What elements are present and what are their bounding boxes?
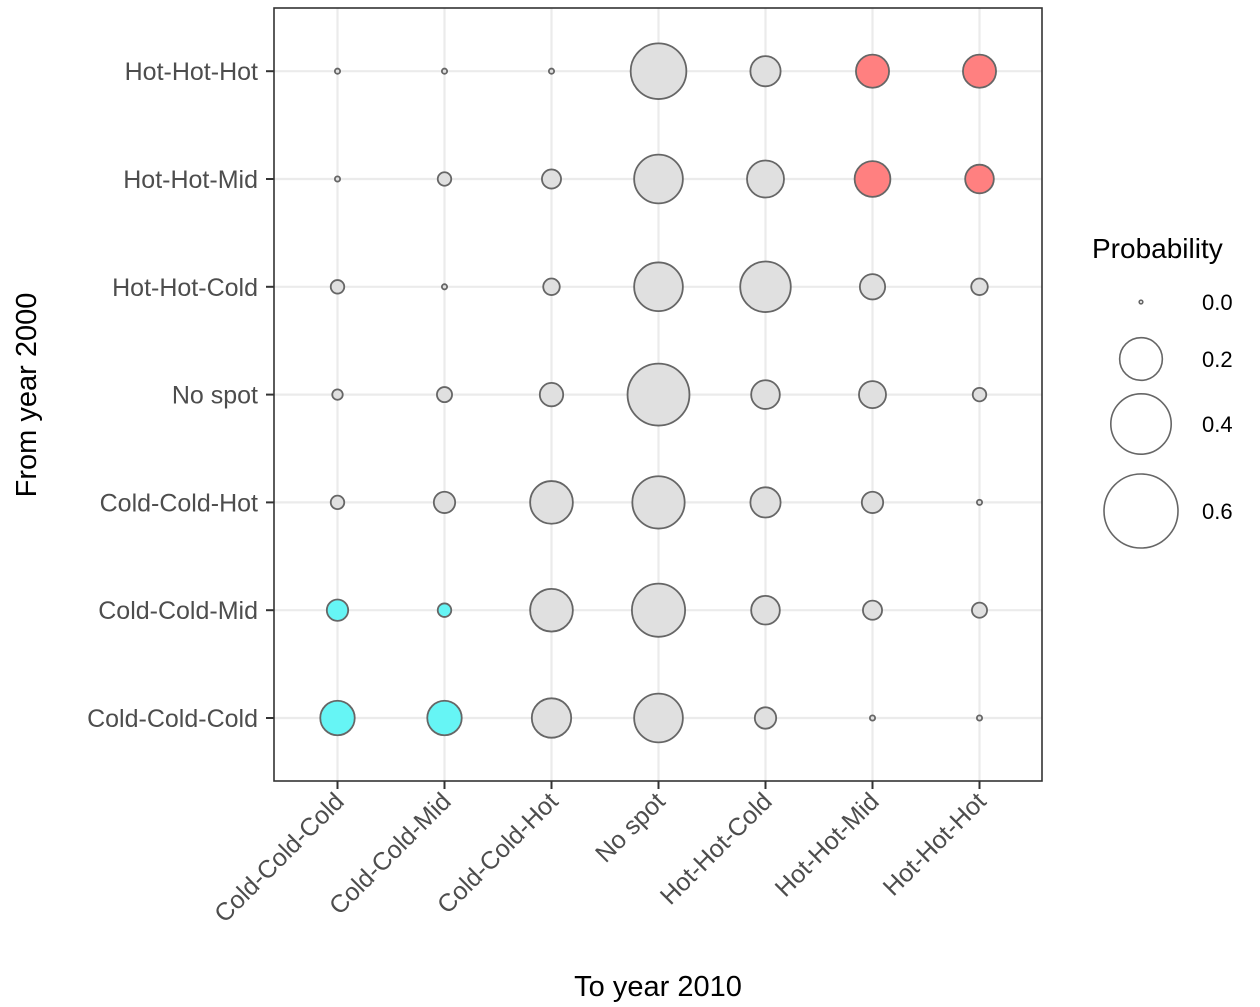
y-axis-title: From year 2000 [11,293,43,498]
bubble-hot-hot-mid-to-no-spot [633,153,684,205]
legend-key-circle-3 [1103,473,1179,549]
x-tick-label-hot-hot-mid: Hot-Hot-Mid [770,787,885,902]
bubble-no-spot-to-cold-cold-hot [538,381,565,408]
bubble-hot-hot-hot-to-no-spot [629,42,688,100]
bubble-hot-hot-mid-to-hot-hot-cold [746,159,785,199]
bubble-hot-hot-cold-to-hot-hot-mid [858,273,887,301]
bubble-cold-cold-cold-to-cold-cold-hot [530,697,573,739]
bubble-cold-cold-cold-to-hot-hot-cold [753,706,778,730]
bubble-hot-hot-hot-to-cold-cold-cold [333,67,342,75]
bubble-hot-hot-cold-to-cold-cold-hot [542,277,561,296]
bubble-no-spot-to-hot-hot-mid [858,380,887,410]
y-axis-tick-labels: Cold-Cold-Cold Cold-Cold-Mid Cold-Cold-Hot… [87,58,258,733]
bubble-hot-hot-hot-to-hot-hot-hot [962,53,997,89]
bubble-cold-cold-cold-to-no-spot [633,692,684,744]
x-tick-label-cold-cold-cold: Cold-Cold-Cold [209,787,350,928]
bubble-no-spot-to-no-spot [626,362,691,427]
legend-key-label-1: 0.2 [1202,347,1233,372]
bubble-no-spot-to-hot-hot-cold [750,379,781,410]
bubble-no-spot-to-hot-hot-hot [971,386,988,403]
legend-keys: 0.0 0.2 0.4 0.6 [1103,290,1233,549]
y-tick-label-cold-cold-hot: Cold-Cold-Hot [100,489,258,517]
bubble-cold-cold-hot-to-cold-cold-cold [329,494,346,511]
y-tick-label-hot-hot-mid: Hot-Hot-Mid [123,166,258,194]
bubble-cold-cold-mid-to-cold-cold-mid [436,602,453,618]
legend-key-circle-2 [1109,392,1173,456]
legend-title: Probability [1092,233,1223,264]
bubble-hot-hot-mid-to-hot-hot-mid [853,160,892,198]
bubble-hot-hot-hot-to-cold-cold-mid [440,67,449,75]
bubble-cold-cold-mid-to-hot-hot-mid [862,599,883,621]
bubble-cold-cold-hot-to-hot-hot-cold [749,486,782,519]
legend-key-label-2: 0.4 [1202,412,1233,437]
legend-key-circle-0 [1138,299,1144,305]
bubble-hot-hot-cold-to-cold-cold-cold [329,279,346,295]
y-tick-label-hot-hot-cold: Hot-Hot-Cold [112,274,258,302]
bubble-points [319,42,997,744]
bubble-hot-hot-cold-to-hot-hot-hot [970,277,989,296]
x-tick-label-hot-hot-hot: Hot-Hot-Hot [878,787,992,901]
legend-key-label-3: 0.6 [1202,499,1233,524]
bubble-hot-hot-hot-to-cold-cold-hot [547,67,556,75]
bubble-no-spot-to-cold-cold-mid [436,386,453,404]
bubble-hot-hot-mid-to-cold-cold-mid [436,171,453,187]
x-axis-tick-labels: Cold-Cold-ColdCold-Cold-MidCold-Cold-Hot… [209,787,992,928]
legend-key-label-0: 0.0 [1202,290,1233,315]
bubble-hot-hot-hot-to-hot-hot-mid [855,53,890,89]
bubble-cold-cold-cold-to-hot-hot-hot [975,714,984,722]
bubble-no-spot-to-cold-cold-cold [331,388,344,401]
bubble-cold-cold-mid-to-no-spot [631,582,686,638]
bubble-hot-hot-mid-to-cold-cold-hot [541,168,562,190]
x-axis-title: To year 2010 [574,971,742,1003]
y-tick-label-cold-cold-mid: Cold-Cold-Mid [98,597,258,625]
bubble-cold-cold-cold-to-cold-cold-mid [426,699,463,737]
bubble-hot-hot-cold-to-hot-hot-cold [739,260,792,313]
y-tick-label-no-spot: No spot [172,382,258,410]
bubble-cold-cold-hot-to-hot-hot-hot [975,498,984,506]
legend-key-circle-1 [1118,336,1164,382]
x-tick-label-hot-hot-cold: Hot-Hot-Cold [655,787,778,910]
y-tick-label-cold-cold-cold: Cold-Cold-Cold [87,705,258,733]
bubble-cold-cold-mid-to-hot-hot-cold [750,594,781,626]
bubble-cold-cold-mid-to-hot-hot-hot [971,601,988,619]
bubble-hot-hot-mid-to-hot-hot-hot [964,163,995,195]
x-tick-label-no-spot: No spot [590,787,671,868]
bubble-cold-cold-mid-to-cold-cold-cold [325,598,350,622]
y-tick-label-hot-hot-hot: Hot-Hot-Hot [125,58,258,86]
bubble-cold-cold-hot-to-cold-cold-mid [432,490,457,514]
bubble-cold-cold-cold-to-cold-cold-cold [319,699,356,737]
size-legend: Probability 0.0 0.2 0.4 0.6 [1092,233,1233,549]
bubble-cold-cold-hot-to-hot-hot-mid [860,490,885,514]
bubble-cold-cold-hot-to-no-spot [631,475,686,530]
bubble-cold-cold-hot-to-cold-cold-hot [529,480,574,525]
bubble-cold-cold-cold-to-hot-hot-mid [868,714,877,722]
bubble-hot-hot-hot-to-hot-hot-cold [749,55,782,88]
axis-ticks [266,70,981,789]
bubble-hot-hot-cold-to-no-spot [633,261,684,313]
bubble-hot-hot-mid-to-cold-cold-cold [333,175,342,183]
bubble-hot-hot-cold-to-cold-cold-mid [440,283,449,291]
bubble-cold-cold-mid-to-cold-cold-hot [529,587,574,633]
